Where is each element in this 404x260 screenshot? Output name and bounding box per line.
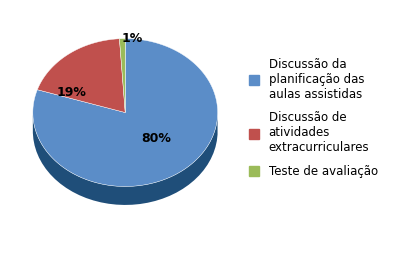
Polygon shape [37, 39, 125, 113]
Polygon shape [33, 114, 218, 205]
Text: 1%: 1% [122, 32, 143, 45]
Text: 80%: 80% [141, 132, 171, 145]
Text: 19%: 19% [57, 86, 87, 99]
Polygon shape [120, 38, 125, 113]
Polygon shape [33, 38, 218, 186]
Legend: Discussão da
planificação das
aulas assistidas, Discussão de
atividades
extracur: Discussão da planificação das aulas assi… [248, 58, 378, 178]
